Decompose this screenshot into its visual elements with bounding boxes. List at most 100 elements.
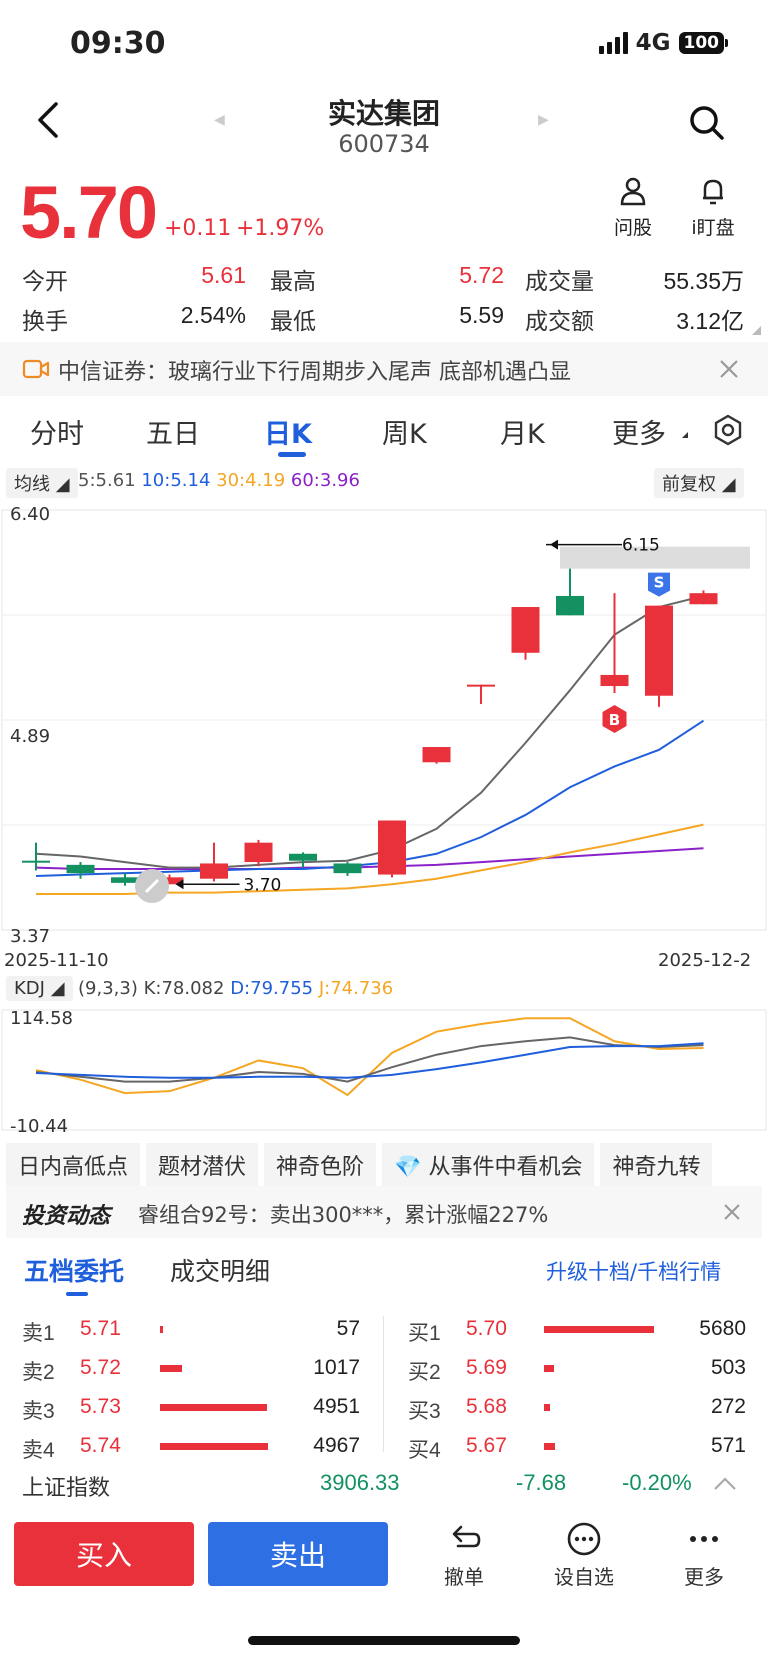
kdj-k-line xyxy=(35,1036,704,1083)
tab-monthly-k[interactable]: 月K xyxy=(500,419,545,450)
close-icon[interactable] xyxy=(718,358,740,380)
chevron-up-icon[interactable] xyxy=(712,1476,738,1492)
watch-button[interactable]: i盯盘 xyxy=(678,176,748,240)
tab-trade-details[interactable]: 成交明细 xyxy=(170,1257,271,1286)
ask-level-volume: 4967 xyxy=(313,1434,360,1457)
expand-corner-icon[interactable] xyxy=(752,326,761,335)
candle xyxy=(155,874,184,885)
ask-level-label: 卖4 xyxy=(22,1439,55,1462)
adjust-selector-label: 前复权 xyxy=(662,474,716,495)
ask-volume-bar xyxy=(160,1365,182,1372)
more-circle-icon xyxy=(567,1522,601,1556)
bid-level-label: 买4 xyxy=(408,1439,441,1462)
tab-more-caret-icon xyxy=(682,432,688,438)
ask-level-volume: 57 xyxy=(336,1317,360,1340)
news-text: 中信证券：玻璃行业下行周期步入尾声 底部机遇凸显 xyxy=(58,360,571,385)
cancel-order-button[interactable]: 撤单 xyxy=(424,1522,504,1590)
candle-body xyxy=(244,842,273,863)
candle xyxy=(22,842,50,871)
candle-body xyxy=(111,877,139,883)
candle-body xyxy=(155,877,184,885)
ma-selector[interactable]: 均线 ◢ xyxy=(6,468,78,498)
bid-level-volume: 503 xyxy=(710,1356,746,1379)
tab-five-day[interactable]: 五日 xyxy=(146,419,200,450)
status-time: 09:30 xyxy=(70,26,166,61)
ma10-value: 10:5.14 xyxy=(141,470,211,491)
tab-daily-k[interactable]: 日K xyxy=(264,419,312,450)
ellipsis-icon xyxy=(690,1536,718,1542)
status-icons: 4G 100 xyxy=(598,30,728,56)
ask-volume-bar xyxy=(160,1326,163,1333)
candle xyxy=(378,820,406,878)
feature-intraday-hilo[interactable]: 日内高低点 xyxy=(6,1143,141,1187)
ob-divider xyxy=(383,1316,384,1452)
y-axis-mid: 4.89 xyxy=(10,726,51,747)
candle-body xyxy=(511,607,540,653)
candle xyxy=(244,839,273,867)
prev-stock-icon[interactable]: ◀ xyxy=(214,112,225,128)
cancel-order-label: 撤单 xyxy=(444,1565,484,1589)
diamond-icon: 💎 xyxy=(394,1155,422,1180)
kdj-selector-label: KDJ xyxy=(14,978,45,999)
bid-level-price: 5.70 xyxy=(466,1317,507,1340)
buy-signal-badge xyxy=(602,704,627,733)
ask-level-label: 卖3 xyxy=(22,1400,55,1423)
index-value: 3906.33 xyxy=(320,1470,400,1495)
bid-volume-bar xyxy=(544,1443,555,1450)
ma-legend: 5:5.61 10:5.14 30:4.19 60:3.96 xyxy=(78,470,360,491)
buy-button[interactable]: 买入 xyxy=(14,1522,194,1586)
kdj-axis-bottom: -10.44 xyxy=(10,1116,69,1137)
stock-name: 实达集团 xyxy=(327,97,440,130)
battery-level: 100 xyxy=(678,32,724,54)
candle xyxy=(600,593,629,693)
upgrade-link[interactable]: 升级十档/千档行情 xyxy=(546,1260,722,1284)
tab-active-indicator xyxy=(278,452,306,457)
kdj-selector[interactable]: KDJ ◢ xyxy=(6,976,73,1001)
kdj-chart[interactable] xyxy=(0,1002,768,1138)
feature-theme-ambush[interactable]: 题材潜伏 xyxy=(146,1143,259,1187)
candle-body xyxy=(422,747,451,763)
tab-more[interactable]: 更多 xyxy=(612,419,666,450)
sell-button[interactable]: 卖出 xyxy=(208,1522,388,1586)
ask-volume-bar xyxy=(160,1404,267,1411)
search-icon[interactable] xyxy=(688,104,726,142)
candle xyxy=(689,590,718,605)
home-indicator[interactable] xyxy=(248,1636,520,1645)
candlestick-chart[interactable]: 6.15 3.70 S B xyxy=(0,500,768,946)
turnover-label: 换手 xyxy=(22,309,68,335)
kdj-j-line xyxy=(35,1017,704,1097)
kdj-params: (9,3,3) xyxy=(78,978,138,999)
ask-level-label: 卖1 xyxy=(22,1322,55,1345)
tab-intraday[interactable]: 分时 xyxy=(30,419,84,450)
price-band xyxy=(560,546,750,569)
candle-body xyxy=(289,853,317,861)
bid-volume-bar xyxy=(544,1326,654,1333)
next-stock-icon[interactable]: ▶ xyxy=(538,112,549,128)
settings-icon[interactable] xyxy=(712,414,744,446)
watch-label: i盯盘 xyxy=(691,217,735,239)
tab-order-book[interactable]: 五档委托 xyxy=(24,1257,125,1286)
tab-weekly-k[interactable]: 周K xyxy=(382,419,427,450)
feature-event-label: 从事件中看机会 xyxy=(428,1155,583,1180)
volume-label: 成交量 xyxy=(525,269,594,295)
adjust-selector[interactable]: 前复权 ◢ xyxy=(654,468,744,498)
feature-event-opportunity[interactable]: 💎 从事件中看机会 xyxy=(382,1143,595,1187)
back-icon[interactable] xyxy=(34,100,64,140)
bid-level-price: 5.69 xyxy=(466,1356,507,1379)
investment-dynamics-banner[interactable]: 投资动态 睿组合92号：卖出300***，累计涨幅227% xyxy=(6,1186,762,1238)
current-price: 5.70 xyxy=(20,171,158,254)
news-banner[interactable]: 中信证券：玻璃行业下行周期步入尾声 底部机遇凸显 xyxy=(0,342,768,396)
bid-level-volume: 571 xyxy=(710,1434,746,1457)
index-change: -7.68 xyxy=(516,1470,567,1495)
more-button[interactable]: 更多 xyxy=(664,1522,744,1590)
y-axis-bottom: 3.37 xyxy=(10,926,51,947)
candle-body xyxy=(378,820,406,875)
ask-level-price: 5.71 xyxy=(80,1317,121,1340)
feature-color-scale[interactable]: 神奇色阶 xyxy=(264,1143,377,1187)
ask-stock-button[interactable]: 问股 xyxy=(598,176,668,240)
dynamics-close-icon[interactable] xyxy=(722,1202,742,1222)
ma5-value: 5:5.61 xyxy=(78,470,136,491)
add-watchlist-button[interactable]: 设自选 xyxy=(544,1522,624,1590)
feature-nine-turn[interactable]: 神奇九转 xyxy=(600,1143,713,1187)
sell-signal-label: S xyxy=(654,574,665,592)
